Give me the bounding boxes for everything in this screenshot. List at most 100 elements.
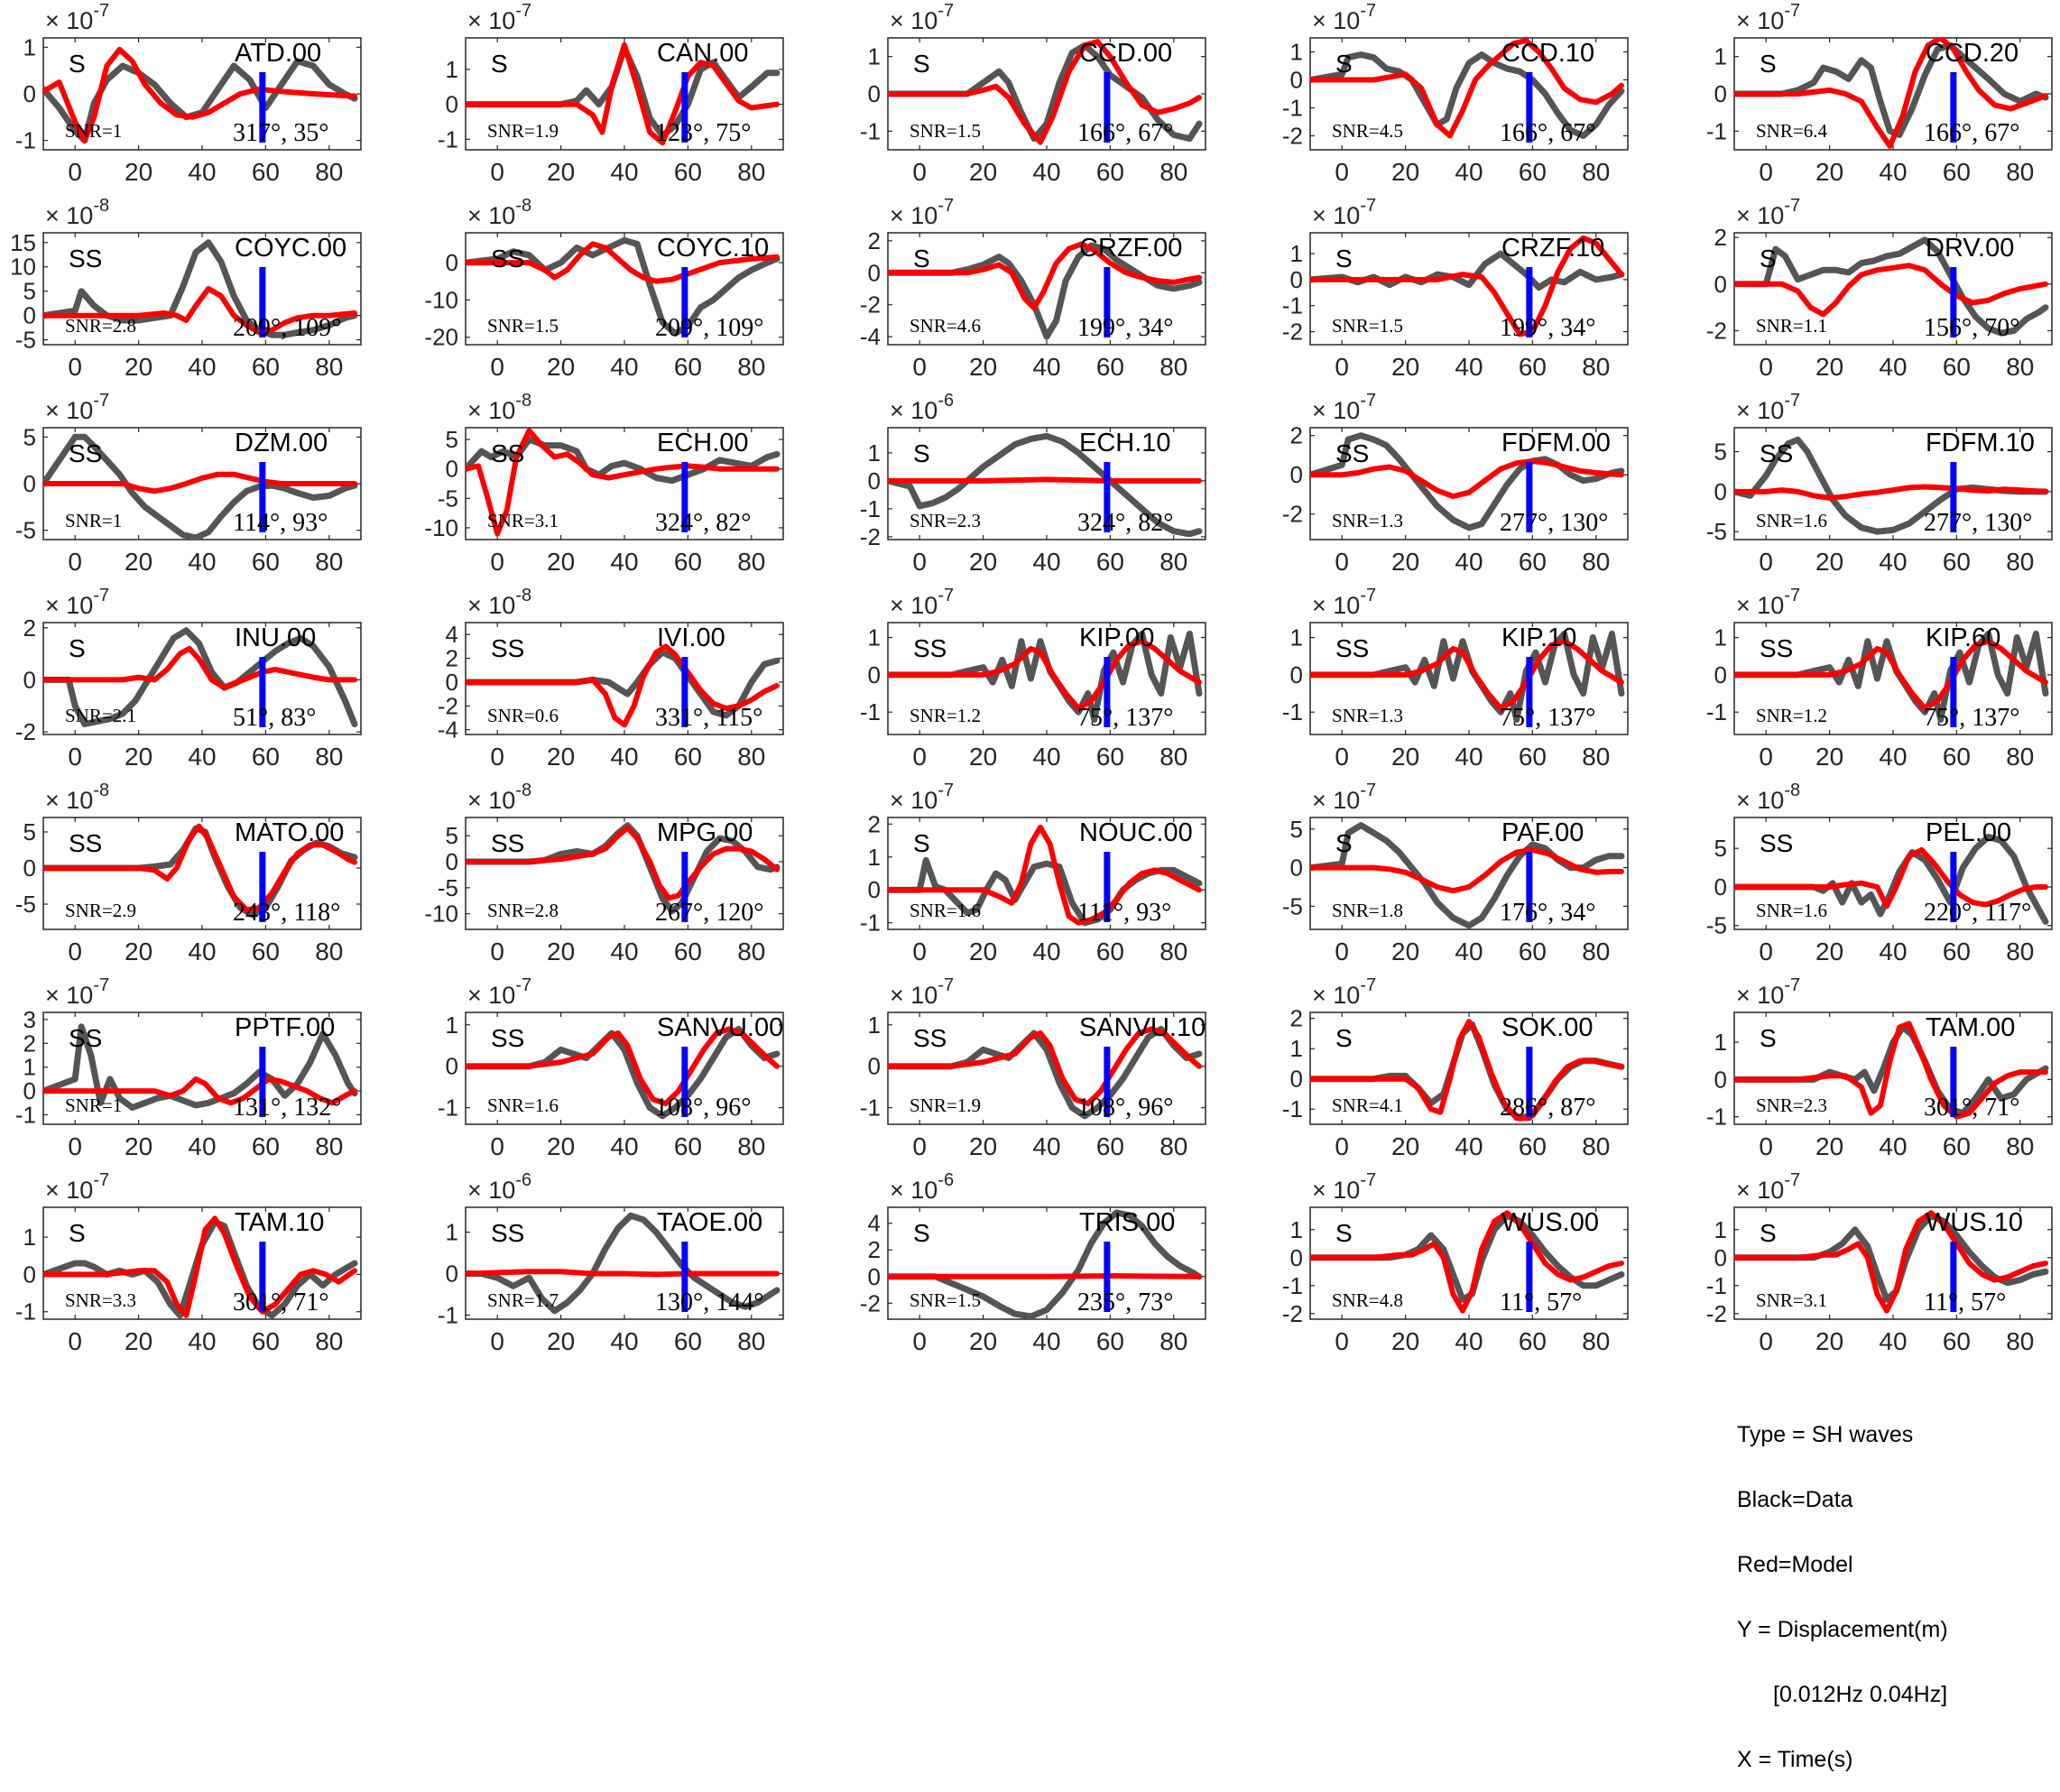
station-label: TAOE.00 [657,1208,762,1237]
plot-area [888,1025,1203,1120]
model-trace [888,39,1202,145]
y-tick-label: -10 [424,514,458,541]
y-tick-label: -2 [1282,1300,1303,1327]
angles-label: 111°, 93° [1077,899,1171,927]
x-tick-label: 0 [68,353,82,381]
y-tick-label: 5 [23,818,36,845]
angles-label: 199°, 34° [1077,314,1173,342]
x-tick-label: 60 [252,938,280,965]
angles-label: 209°, 109° [233,314,341,342]
x-tick-label: 20 [1391,548,1419,576]
plot-area [1734,38,2049,149]
plot-area [1310,432,1625,531]
model-trace [43,645,357,691]
station-label: CCD.20 [1926,39,2018,68]
x-tick-label: 40 [188,938,216,965]
y-exponent: × 10-8 [45,196,109,229]
x-tick-label: 0 [1335,548,1349,576]
y-tick-label: -2 [860,1289,881,1316]
x-tick-label: 80 [2006,1327,2034,1355]
y-exponent: × 10-7 [45,391,109,424]
x-tick-label: 0 [490,1132,504,1160]
y-exponent: × 10-7 [1736,1170,1800,1204]
phase-label: S [913,50,930,78]
y-exponent: × 10-7 [1736,975,1800,1009]
y-tick-label: 2 [1290,422,1303,449]
x-tick-label: 60 [674,743,702,771]
y-tick-label: 0 [1290,266,1303,293]
model-trace [1310,235,1624,337]
y-tick-label: 5 [1714,439,1727,466]
y-exponent: × 10-8 [467,586,531,619]
phase-label: SS [69,829,102,857]
y-tick-label: 1 [868,1011,881,1039]
snr-label: SNR=2.1 [65,705,136,726]
x-tick-label: 60 [1943,158,1971,186]
model-trace [1310,1019,1624,1122]
legend-x: X = Time(s) [1737,1747,1853,1772]
legend-type: Type = SH waves [1737,1422,1914,1447]
phase-label: S [69,1219,86,1247]
x-tick-label: 60 [674,938,702,965]
plot-area [466,1212,781,1315]
data-trace [888,42,1203,143]
y-exponent: × 10-7 [45,1170,109,1204]
x-tick-label: 0 [912,743,927,771]
model-trace [466,428,780,537]
y-exponent: × 10-7 [1736,391,1800,424]
plot-area [43,627,358,727]
station-label: TAM.00 [1926,1013,2015,1042]
panel-sanvu-10: 0 20 40 60 80 1 0 -1 × 10-7 SS SANVU.10 SNR=1.9 108°… [860,975,1206,1160]
x-tick-label: 80 [315,353,343,381]
station-label: CCD.10 [1501,39,1594,68]
panel-ccd-20: 0 20 40 60 80 1 0 -1 × 10-7 S CCD.20 SNR=6.4 166°, 6… [1706,1,2053,186]
phase-label: S [1335,50,1353,78]
x-tick-label: 60 [674,1132,702,1160]
x-tick-label: 60 [1096,743,1124,771]
x-tick-label: 60 [252,743,280,771]
x-tick-label: 80 [1582,743,1610,771]
angles-label: 220°, 117° [1924,899,2031,927]
x-tick-label: 80 [2006,158,2034,186]
x-tick-label: 20 [1815,1327,1843,1355]
snr-label: SNR=4.1 [1332,1095,1403,1116]
x-tick-label: 0 [912,1132,927,1160]
y-tick-label: -1 [1706,1104,1727,1131]
y-tick-label: -1 [15,127,36,154]
y-tick-label: -1 [438,1095,458,1122]
y-tick-label: -1 [15,1298,36,1326]
y-tick-label: -4 [438,716,458,744]
phase-label: S [1760,1024,1777,1052]
station-label: KIP.00 [1079,624,1154,652]
snr-label: SNR=1.5 [487,315,559,337]
panel-ccd-00: 0 20 40 60 80 1 0 -1 × 10-7 S CCD.00 SNR=1.5 166°, 6… [860,1,1206,186]
panel-can-00: 0 20 40 60 80 1 0 -1 × 10-7 S CAN.00 SNR=1.9 123°, 7… [438,1,784,186]
x-tick-label: 80 [737,1327,765,1355]
x-tick-label: 40 [188,548,216,576]
x-tick-label: 40 [1032,548,1060,576]
y-exponent: × 10-7 [1312,196,1376,229]
snr-label: SNR=1.3 [1332,510,1403,531]
y-tick-label: 0 [868,876,881,903]
panel-taoe-00: 0 20 40 60 80 1 0 -1 × 10-6 SS TAOE.00 SNR=1.7 130°,… [438,1170,784,1355]
y-tick-label: 5 [23,423,36,450]
data-trace [466,1025,781,1120]
y-tick-label: 1 [868,624,881,651]
model-trace [888,1273,1202,1279]
x-tick-label: 40 [1455,938,1483,965]
x-tick-label: 20 [125,353,152,381]
x-tick-label: 40 [188,158,216,186]
model-trace [466,825,780,901]
x-tick-label: 60 [1943,1132,1971,1160]
phase-label: SS [913,1024,947,1052]
angles-label: 11°, 57° [1500,1289,1582,1316]
x-tick-label: 80 [1159,1327,1187,1355]
angles-label: 156°, 70° [1924,314,2019,342]
y-exponent: × 10-7 [1312,781,1376,814]
model-trace [1310,638,1624,712]
phase-label: S [1760,50,1777,78]
station-label: NOUC.00 [1079,818,1193,847]
x-tick-label: 20 [1815,743,1843,771]
y-tick-label: -5 [15,327,36,354]
station-label: KIP.10 [1501,624,1576,652]
